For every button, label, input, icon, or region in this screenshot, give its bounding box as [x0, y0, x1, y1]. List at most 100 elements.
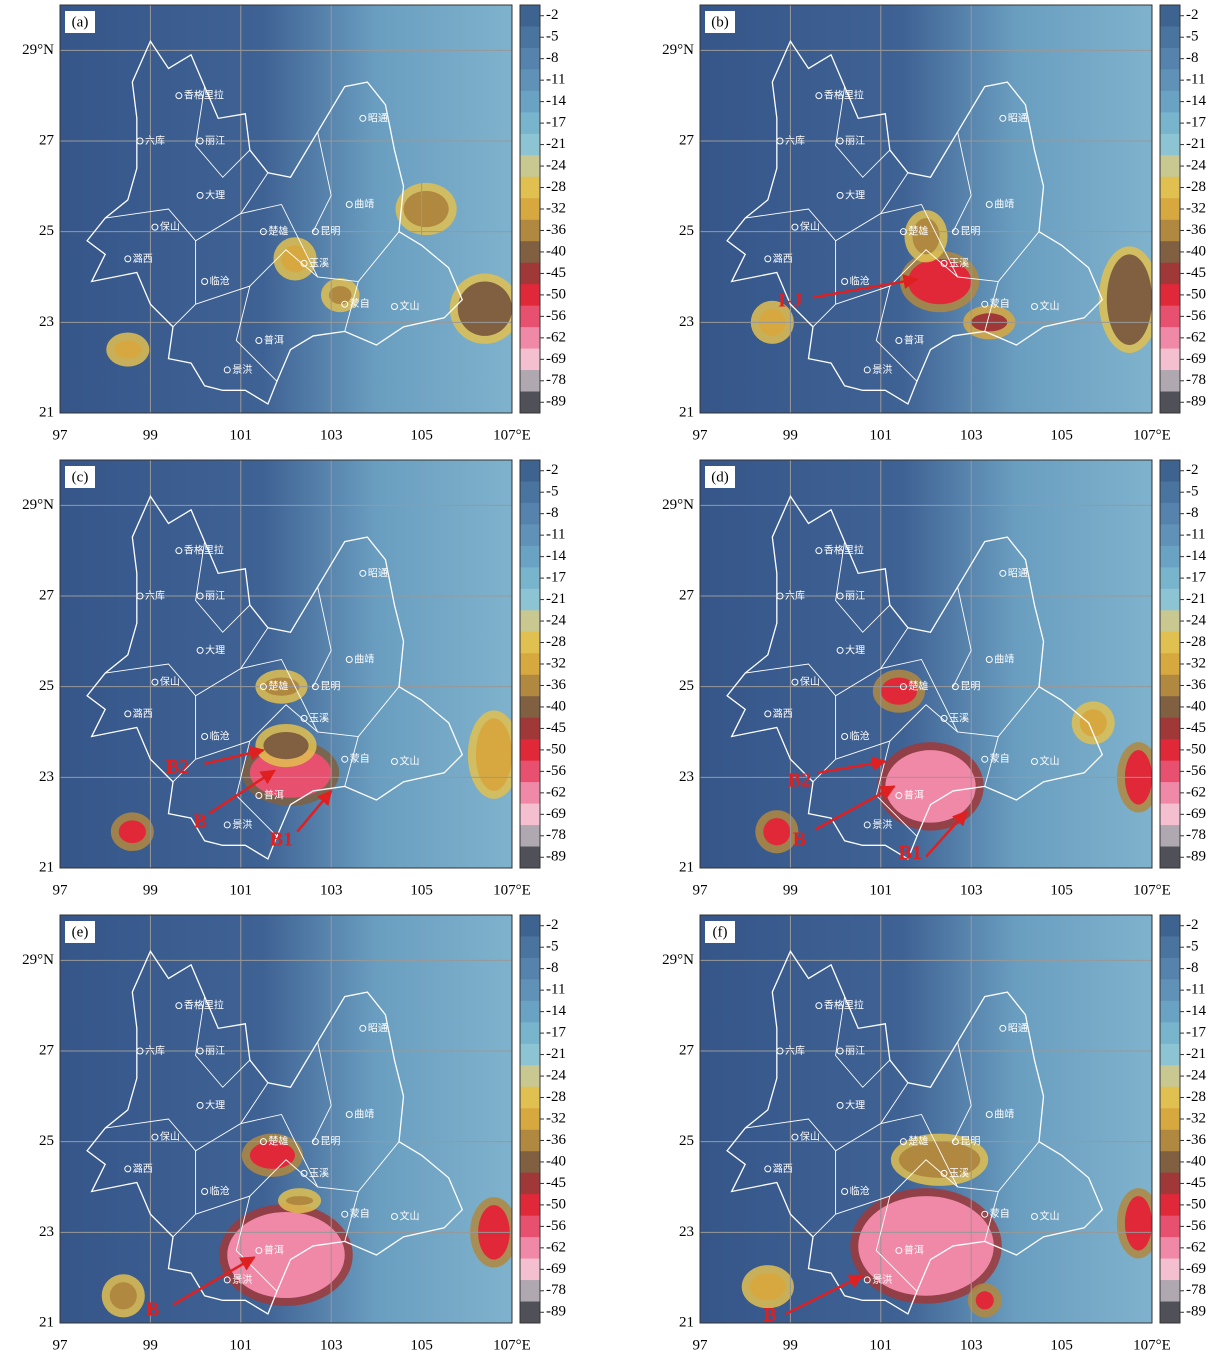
city-label: 楚雄 — [908, 680, 928, 693]
x-tick-label: 103 — [960, 427, 983, 443]
colorbar-label: -36 — [1186, 677, 1206, 693]
colorbar-label: -28 — [1186, 1089, 1206, 1105]
city-label: 六库 — [785, 134, 805, 147]
colorbar-band — [1160, 481, 1180, 503]
colorbar-label: -40 — [1186, 243, 1206, 259]
city-label: 大理 — [205, 643, 225, 656]
colorbar-label: -69 — [546, 1261, 566, 1277]
colorbar-band — [1160, 1044, 1180, 1066]
city-label: 文山 — [399, 299, 419, 312]
city-label: 丽江 — [205, 135, 225, 147]
colorbar-label: -8 — [1186, 505, 1199, 521]
colorbar-band — [520, 1151, 540, 1173]
panel-label: (a) — [72, 14, 89, 30]
annotation-label: B2 — [166, 756, 189, 778]
colorbar-band — [1160, 460, 1180, 482]
colorbar-label: -8 — [546, 505, 559, 521]
map: 香格里拉昭通六库丽江大理曲靖保山楚雄昆明玉溪潞西临沧蒙自文山普洱景洪 — [60, 460, 520, 868]
city-label: 丽江 — [205, 1045, 225, 1057]
y-tick-label: 25 — [679, 678, 694, 694]
colorbar-label: -14 — [546, 93, 566, 109]
cloud-core — [281, 245, 308, 272]
colorbar-band — [520, 48, 540, 70]
y-tick-label: 25 — [39, 1133, 54, 1149]
colorbar-band — [1160, 1130, 1180, 1152]
colorbar-band — [520, 804, 540, 826]
colorbar-label: -69 — [546, 806, 566, 822]
city-label: 蒙自 — [990, 297, 1010, 310]
cloud-core — [404, 191, 449, 227]
colorbar-label: -56 — [546, 1218, 566, 1234]
colorbar-band — [1160, 782, 1180, 804]
y-tick-label: 21 — [679, 859, 694, 875]
panel-label: (c) — [72, 469, 89, 485]
city-label: 潞西 — [133, 707, 153, 720]
colorbar-band — [1160, 718, 1180, 740]
colorbar-label: -24 — [546, 157, 566, 173]
colorbar-label: -5 — [1186, 939, 1199, 955]
colorbar-band — [1160, 1302, 1180, 1324]
colorbar-label: -69 — [1186, 806, 1206, 822]
colorbar-band — [1160, 1194, 1180, 1216]
colorbar-label: -21 — [546, 591, 566, 607]
x-tick-label: 97 — [53, 427, 69, 443]
city-label: 香格里拉 — [184, 89, 224, 102]
city-label: 玉溪 — [949, 712, 969, 724]
city-label: 临沧 — [210, 1185, 230, 1198]
city-label: 昆明 — [960, 226, 980, 238]
colorbar-band — [520, 1173, 540, 1195]
colorbar-label: -40 — [1186, 1153, 1206, 1169]
x-tick-label: 101 — [870, 882, 893, 898]
colorbar-label: -28 — [1186, 179, 1206, 195]
cloud-core — [263, 732, 308, 759]
city-label: 昭通 — [1008, 567, 1028, 579]
y-tick-label: 23 — [679, 314, 694, 330]
city-label: 六库 — [145, 589, 165, 602]
y-tick-label: 23 — [39, 314, 54, 330]
colorbar-label: -17 — [1186, 570, 1206, 586]
x-tick-label: 105 — [1050, 882, 1073, 898]
x-tick-label: 103 — [320, 882, 343, 898]
colorbar-label: -24 — [546, 612, 566, 628]
colorbar-label: -17 — [1186, 1025, 1206, 1041]
colorbar-label: -89 — [1186, 1304, 1206, 1320]
city-label: 普洱 — [264, 1243, 284, 1256]
colorbar-label: -62 — [546, 329, 566, 345]
colorbar-band — [520, 782, 540, 804]
city-label: 普洱 — [904, 333, 924, 346]
colorbar-label: -89 — [546, 849, 566, 865]
colorbar-band — [520, 481, 540, 503]
colorbar-band — [1160, 370, 1180, 392]
y-tick-label: 25 — [39, 223, 54, 239]
colorbar-band — [1160, 198, 1180, 220]
y-tick-label: 27 — [39, 1042, 55, 1058]
y-tick-label: 21 — [679, 1314, 694, 1330]
city-label: 楚雄 — [908, 225, 928, 238]
city-label: 临沧 — [210, 275, 230, 288]
x-tick-label: 105 — [410, 882, 433, 898]
city-label: 昆明 — [320, 226, 340, 238]
colorbar-band — [520, 610, 540, 632]
colorbar-band — [520, 370, 540, 392]
colorbar-label: -40 — [546, 243, 566, 259]
city-label: 楚雄 — [268, 680, 288, 693]
colorbar-label: -62 — [1186, 784, 1206, 800]
colorbar-band — [520, 761, 540, 783]
city-label: 楚雄 — [268, 1135, 288, 1148]
y-tick-label: 27 — [39, 132, 55, 148]
colorbar-label: -28 — [1186, 634, 1206, 650]
city-label: 香格里拉 — [184, 999, 224, 1012]
colorbar-band — [1160, 48, 1180, 70]
colorbar-label: -69 — [546, 351, 566, 367]
colorbar-label: -56 — [546, 308, 566, 324]
colorbar-band — [520, 220, 540, 242]
city-label: 曲靖 — [994, 1107, 1014, 1120]
colorbar-label: -36 — [546, 677, 566, 693]
colorbar-band — [520, 392, 540, 414]
colorbar-label: -40 — [546, 698, 566, 714]
colorbar-label: -78 — [1186, 827, 1206, 843]
colorbar-label: -21 — [546, 1046, 566, 1062]
colorbar-band — [520, 546, 540, 568]
colorbar-band — [1160, 26, 1180, 48]
colorbar-band — [1160, 1173, 1180, 1195]
